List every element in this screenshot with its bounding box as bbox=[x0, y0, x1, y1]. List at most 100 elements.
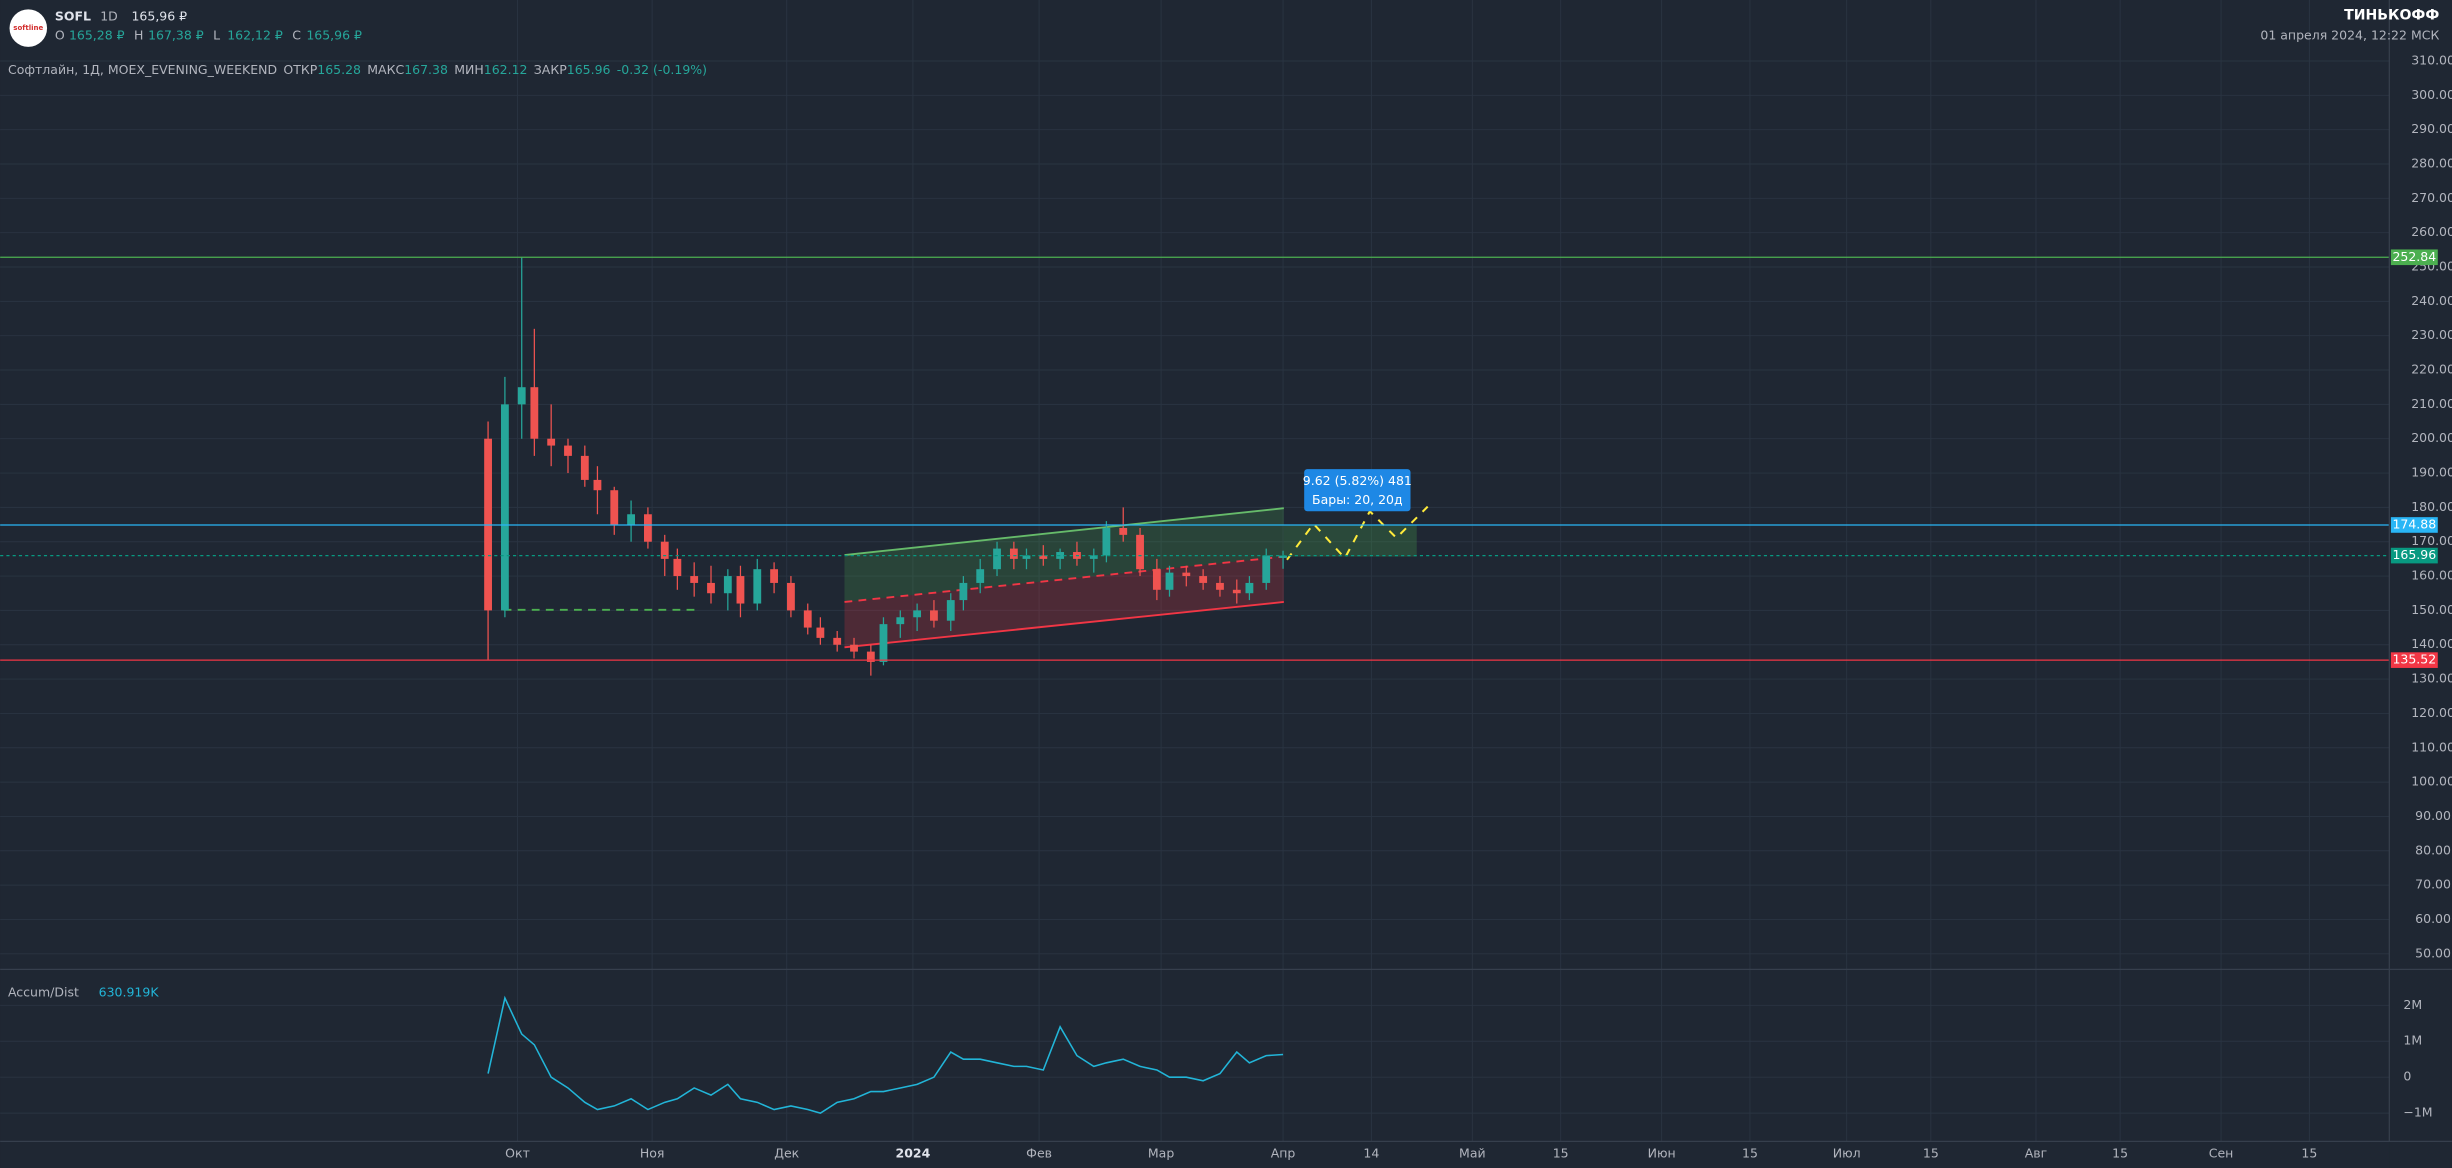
price-tag bbox=[2390, 652, 2438, 668]
candle-body bbox=[593, 479, 602, 491]
y-tick-label: 270.00 bbox=[2411, 190, 2452, 205]
x-tick-label: Мар bbox=[1148, 1145, 1174, 1160]
candle-body bbox=[580, 455, 589, 480]
candle-body bbox=[787, 582, 795, 611]
candle-body bbox=[673, 558, 682, 577]
candle-body bbox=[913, 610, 922, 618]
candle-body bbox=[736, 576, 745, 604]
y-tick-label: −1M bbox=[2403, 1105, 2432, 1120]
y-tick-label: 1M bbox=[2403, 1033, 2422, 1048]
indicator-line bbox=[487, 995, 1284, 1114]
y-tick-label: 50.00 bbox=[2415, 945, 2451, 960]
candle-body bbox=[530, 387, 539, 439]
tooltip-line: 9.62 (5.82%) 481 bbox=[1303, 473, 1412, 488]
ohlc-value: 165,28 ₽ bbox=[69, 27, 125, 42]
candle-body bbox=[500, 404, 509, 611]
candle-body bbox=[1039, 555, 1048, 559]
candle-body bbox=[803, 610, 812, 628]
legend-value: 167.38 bbox=[404, 62, 448, 77]
projection-path bbox=[1286, 505, 1429, 561]
y-tick-label: 280.00 bbox=[2411, 155, 2452, 170]
x-tick-label: 15 bbox=[1553, 1145, 1569, 1160]
y-tick-label: 310.00 bbox=[2411, 52, 2452, 67]
candle-body bbox=[976, 569, 985, 583]
tooltip-box bbox=[1304, 469, 1411, 512]
x-tick-label: 15 bbox=[2112, 1145, 2128, 1160]
candle-body bbox=[610, 490, 619, 525]
y-tick-label: 0 bbox=[2403, 1069, 2411, 1084]
price-tag-label: 174.88 bbox=[2392, 516, 2436, 531]
x-tick-label: 15 bbox=[1742, 1145, 1758, 1160]
candle-body bbox=[564, 445, 572, 456]
candle-body bbox=[816, 627, 825, 638]
ohlc-label: О bbox=[55, 27, 65, 42]
candle-body bbox=[644, 514, 652, 542]
channel-mid bbox=[844, 555, 1284, 603]
y-tick-label: 190.00 bbox=[2411, 465, 2452, 480]
ohlc-label: C bbox=[292, 27, 301, 42]
logo bbox=[9, 9, 48, 47]
candle-body bbox=[547, 438, 556, 446]
y-tick-label: 90.00 bbox=[2415, 808, 2451, 823]
y-tick-label: 110.00 bbox=[2411, 739, 2452, 754]
y-tick-label: 200.00 bbox=[2411, 430, 2452, 445]
ohlc: О 165,28 ₽ H 167,38 ₽ L 162,12 ₽ C 165,96 ₽ bbox=[55, 27, 362, 42]
candle-body bbox=[896, 617, 905, 625]
candle-body bbox=[770, 569, 779, 583]
candle-body bbox=[517, 387, 526, 405]
x-tick-label: Ноя bbox=[640, 1145, 665, 1160]
candle-body bbox=[1009, 548, 1018, 559]
candle-body bbox=[1199, 576, 1208, 583]
price-tag bbox=[2390, 249, 2438, 266]
x-tick-label: 15 bbox=[2301, 1145, 2317, 1160]
ohlc-label: L bbox=[213, 27, 220, 42]
y-tick-label: 60.00 bbox=[2415, 911, 2451, 926]
candle-body bbox=[1245, 582, 1254, 594]
ohlc-value: 162,12 ₽ bbox=[227, 27, 283, 42]
x-tick-label: Окт bbox=[505, 1145, 530, 1160]
marks bbox=[0, 256, 2390, 1114]
price-tag bbox=[2390, 517, 2438, 533]
legend-value: 165.96 bbox=[567, 62, 611, 77]
indicator-title: Accum/Dist bbox=[8, 984, 79, 999]
legend-label: МАКС bbox=[367, 62, 404, 77]
y-tick-label: 240.00 bbox=[2411, 293, 2452, 308]
y-tick-label: 2M bbox=[2403, 997, 2422, 1012]
candle-body bbox=[866, 651, 875, 662]
y-tick-label: 210.00 bbox=[2411, 396, 2452, 411]
price-tag-label: 165.96 bbox=[2392, 547, 2436, 562]
legend-value: 165.28 bbox=[317, 62, 361, 77]
candle-body bbox=[1136, 534, 1144, 570]
candle-body bbox=[1089, 555, 1098, 559]
x-tick-label: 2024 bbox=[896, 1145, 931, 1160]
candle-body bbox=[1165, 572, 1174, 590]
candle-body bbox=[930, 610, 938, 621]
candle-body bbox=[1152, 569, 1161, 590]
interval: 1D bbox=[100, 9, 118, 24]
ticker: SOFL bbox=[55, 9, 91, 24]
y-tick-label: 120.00 bbox=[2411, 705, 2452, 720]
legend-label: ОТКР bbox=[283, 62, 317, 77]
x-tick-label: Май bbox=[1459, 1145, 1486, 1160]
y-tick-label: 290.00 bbox=[2411, 121, 2452, 136]
candle-body bbox=[833, 637, 842, 645]
y-tick-label: 230.00 bbox=[2411, 327, 2452, 342]
x-tick-label: Апр bbox=[1271, 1145, 1296, 1160]
y-tick-label: 260.00 bbox=[2411, 224, 2452, 239]
projection-box bbox=[1283, 525, 1417, 557]
price-tag-label: 252.84 bbox=[2392, 249, 2436, 264]
candle-body bbox=[627, 514, 635, 525]
price-tag-label: 135.52 bbox=[2392, 652, 2436, 667]
y-tick-label: 180.00 bbox=[2411, 499, 2452, 514]
y-tick-label: 170.00 bbox=[2411, 533, 2452, 548]
y-tick-label: 160.00 bbox=[2411, 568, 2452, 583]
legend: Софтлайн, 1Д, MOEX_EVENING_WEEKEND ОТКР 16… bbox=[8, 62, 707, 77]
x-tick-label: 15 bbox=[1923, 1145, 1939, 1160]
axes: 310.00300.00290.00280.00270.00260.00250.… bbox=[505, 52, 2452, 1160]
candle-body bbox=[1279, 555, 1287, 558]
candle-body bbox=[723, 576, 732, 594]
tooltip-line: Бары: 20, 20д bbox=[1312, 492, 1403, 507]
candle-body bbox=[1262, 555, 1271, 583]
